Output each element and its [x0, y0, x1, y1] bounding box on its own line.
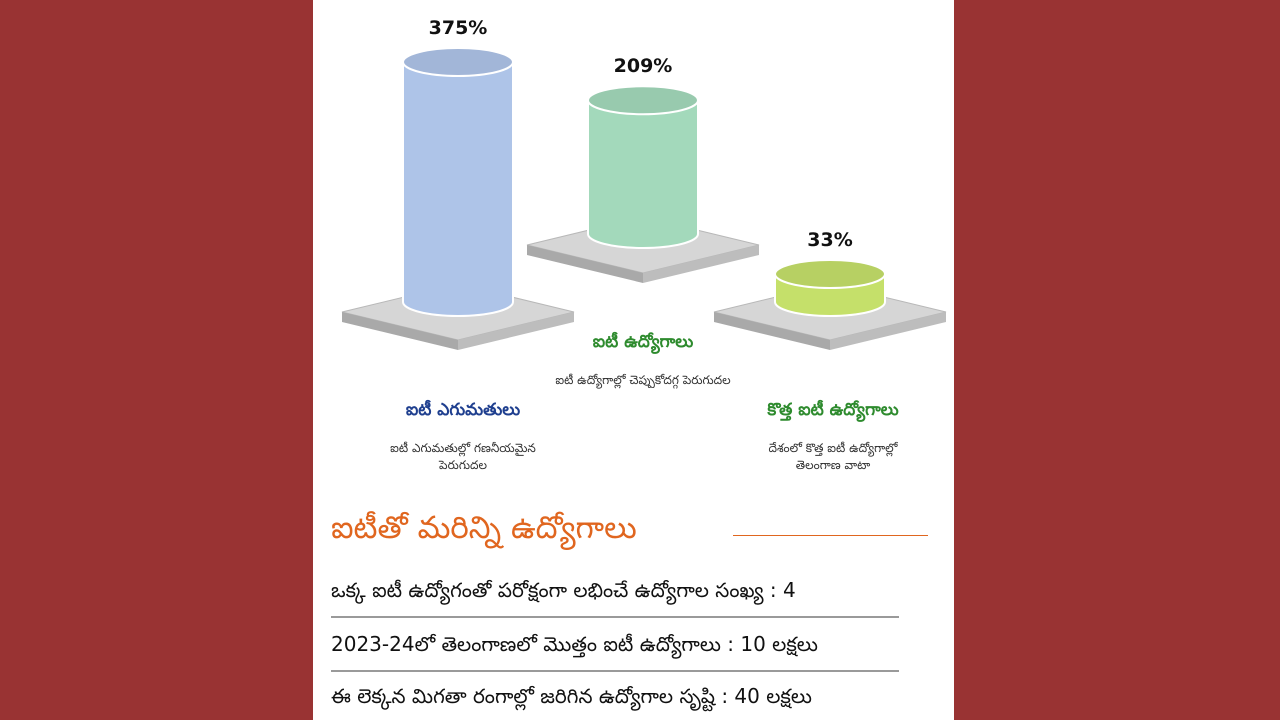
cylinder-chart: 375% 209% 33% [341, 17, 947, 350]
category-desc-new-jobs: దేశంలో కొత్త ఐటీ ఉద్యోగాల్లో తెలంగాణ వాట… [768, 441, 898, 472]
category-title-new-jobs: కొత్త ఐటీ ఉద్యోగాలు [767, 400, 899, 420]
category-desc-jobs: ఐటీ ఉద్యోగాల్లో చెప్పుకోదగ్గ పెరుగుదల [555, 373, 731, 387]
bar-cylinder-top [774, 259, 886, 289]
base-platform-side-left [714, 312, 830, 350]
base-platform-side-right [643, 245, 759, 283]
bar-cylinder-top [587, 85, 699, 116]
category-title-jobs: ఐటీ ఉద్యోగాలు [592, 332, 694, 352]
base-platform-side-left [527, 245, 643, 283]
base-platform-side-right [830, 312, 946, 350]
bar-cylinder-body [587, 99, 699, 249]
fact-row-total-jobs: 2023-24లో తెలంగాణలో మొత్తం ఐటీ ఉద్యోగాలు… [331, 631, 818, 656]
fact-divider [331, 616, 899, 618]
bar-cylinder-top [402, 47, 514, 77]
infographic-panel: 375% 209% 33% ఐటీ ఎగుమతులు ఐటీ ఎగుమతుల్లో … [313, 0, 954, 720]
fact-row-other-sectors: ఈ లెక్కన మిగతా రంగాల్లో జరిగిన ఉద్యోగాల … [331, 683, 812, 708]
bar-value-label: 209% [614, 55, 673, 77]
base-platform-side-left [342, 312, 458, 350]
category-title-exports: ఐటీ ఎగుమతులు [405, 400, 521, 420]
bar-cylinder-body [402, 61, 514, 317]
fact-divider [331, 670, 899, 672]
fact-row-indirect-jobs: ఒక్క ఐటీ ఉద్యోగంతో పరోక్షంగా లభించే ఉద్య… [331, 577, 796, 602]
bar-value-label: 375% [429, 17, 488, 39]
category-desc-exports: ఐటీ ఎగుమతుల్లో గణనీయమైన పెరుగుదల [390, 441, 536, 472]
heading-rule [733, 535, 928, 536]
section-heading: ఐటీతో మరిన్ని ఉద్యోగాలు [331, 510, 637, 546]
base-platform-side-right [458, 312, 574, 350]
bar-value-label: 33% [807, 229, 852, 251]
